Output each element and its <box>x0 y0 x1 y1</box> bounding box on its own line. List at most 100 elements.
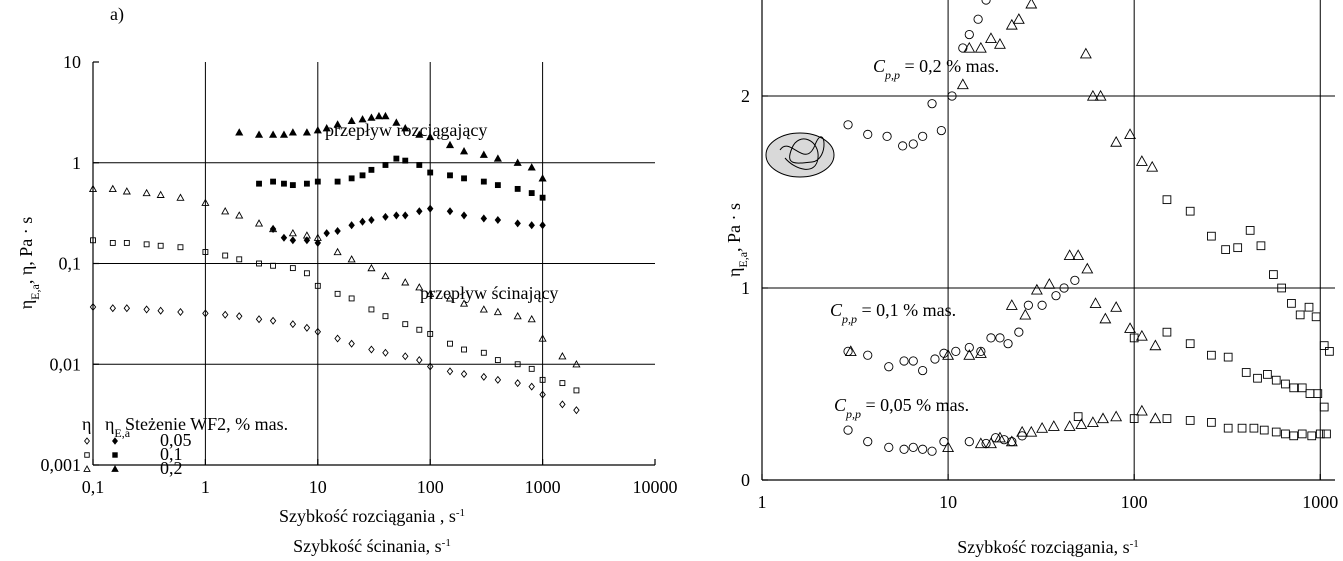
label-part: = 0,2 % mas. <box>900 56 999 76</box>
marker <box>1110 301 1123 312</box>
marker <box>1089 297 1102 308</box>
marker <box>459 299 469 307</box>
marker <box>445 140 455 149</box>
marker <box>1124 322 1136 333</box>
marker <box>1023 300 1033 310</box>
marker <box>461 175 467 182</box>
marker <box>201 198 210 206</box>
marker <box>1307 431 1317 441</box>
marker <box>527 163 536 171</box>
marker <box>843 425 853 435</box>
marker <box>1313 389 1323 398</box>
marker <box>1287 299 1296 308</box>
label-part: η <box>16 300 36 309</box>
marker <box>558 352 567 360</box>
marker <box>322 124 331 132</box>
marker <box>527 314 536 323</box>
marker <box>1249 423 1259 433</box>
x-tick-label: 1000 <box>525 477 561 497</box>
marker <box>333 247 342 256</box>
marker <box>964 342 974 353</box>
marker <box>963 41 976 53</box>
y-tick-label: 0 <box>741 470 750 490</box>
label-part: , η, Pa · s <box>16 217 36 284</box>
marker <box>157 306 164 315</box>
marker <box>986 333 996 343</box>
marker <box>446 207 454 216</box>
marker <box>177 244 184 251</box>
marker <box>528 365 535 372</box>
marker <box>493 154 502 162</box>
marker <box>1025 425 1038 437</box>
marker <box>494 182 501 189</box>
y-tick-label: 2 <box>741 86 750 106</box>
marker <box>538 334 547 342</box>
marker <box>1297 383 1307 393</box>
marker <box>1005 299 1018 310</box>
y-tick-label: 1 <box>72 153 81 173</box>
marker <box>303 236 311 245</box>
marker <box>221 207 230 215</box>
marker <box>1256 241 1266 251</box>
marker <box>1277 283 1286 293</box>
marker <box>235 211 244 219</box>
marker <box>899 444 909 454</box>
marker <box>918 365 928 376</box>
marker <box>202 249 209 255</box>
marker <box>256 260 262 267</box>
marker <box>1281 429 1290 439</box>
marker <box>908 356 918 366</box>
label: Cp,p = 0,2 % mas. <box>873 56 999 82</box>
marker <box>202 309 209 318</box>
marker <box>109 304 117 313</box>
marker <box>936 125 946 136</box>
marker <box>538 174 547 182</box>
marker <box>1237 423 1247 433</box>
marker <box>236 312 243 321</box>
marker <box>445 294 455 302</box>
marker <box>1019 308 1032 320</box>
marker <box>1207 350 1216 360</box>
marker <box>1207 231 1216 241</box>
x-tick-label: 100 <box>1121 492 1148 512</box>
marker <box>985 32 997 44</box>
label-part: η <box>105 414 114 434</box>
marker <box>1221 245 1230 254</box>
marker <box>1245 226 1255 235</box>
marker <box>270 178 276 185</box>
marker <box>401 124 410 132</box>
y-tick-label: 0,1 <box>59 254 82 274</box>
marker <box>1030 283 1043 295</box>
label-part: = 0,05 % mas. <box>861 395 969 415</box>
marker <box>269 130 278 138</box>
marker <box>1297 429 1307 439</box>
x-tick-label: 10000 <box>633 477 678 497</box>
label-part: E,a <box>736 251 750 267</box>
marker <box>898 141 908 151</box>
marker <box>84 452 90 458</box>
marker <box>1185 206 1195 216</box>
marker <box>1233 243 1243 253</box>
marker <box>1185 416 1195 425</box>
marker <box>269 224 277 234</box>
marker <box>368 216 375 225</box>
marker <box>480 372 488 381</box>
marker <box>844 345 857 356</box>
x-tick-label: 1 <box>758 492 767 512</box>
marker <box>416 162 423 168</box>
label: Cp,p = 0,1 % mas. <box>830 300 956 326</box>
marker <box>426 204 434 213</box>
marker <box>1253 373 1262 383</box>
marker <box>863 350 873 360</box>
marker <box>1135 404 1148 416</box>
marker <box>480 214 488 223</box>
y-tick-label: 0,001 <box>41 455 82 475</box>
marker <box>1094 89 1107 101</box>
marker <box>415 283 424 291</box>
chart-title: a) <box>110 4 124 25</box>
marker <box>446 367 454 376</box>
marker <box>1079 47 1092 59</box>
legend-label: 0,2 <box>160 458 183 478</box>
marker <box>289 265 296 272</box>
marker <box>401 278 410 286</box>
